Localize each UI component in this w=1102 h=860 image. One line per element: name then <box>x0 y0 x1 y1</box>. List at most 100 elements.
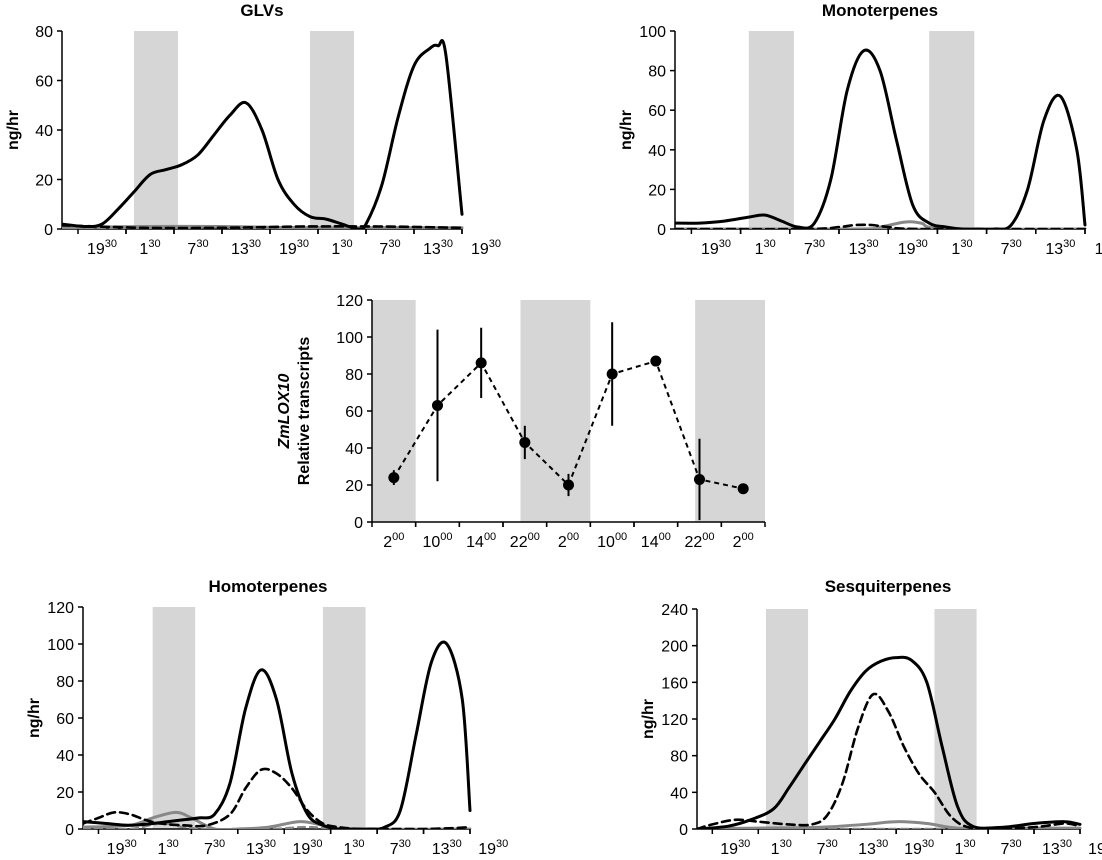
x-tick-minute: 30 <box>813 238 825 250</box>
x-tick-hour: 7 <box>390 841 399 858</box>
x-tick-label: 1930 <box>292 838 322 858</box>
x-tick-minute: 30 <box>399 838 411 850</box>
x-tick-label: 1930 <box>720 838 750 858</box>
x-tick-minute: 30 <box>148 238 160 250</box>
x-tick-hour: 2 <box>558 534 567 551</box>
x-tick-minute: 30 <box>1009 838 1021 850</box>
chart-title: GLVs <box>240 1 283 20</box>
x-tick-label: 1400 <box>641 531 671 551</box>
x-tick-minute: 30 <box>124 838 136 850</box>
y-tick-label: 20 <box>648 182 666 199</box>
x-tick-hour: 19 <box>720 841 738 858</box>
x-tick-minute: 30 <box>1060 838 1072 850</box>
x-tick-hour: 19 <box>701 241 719 258</box>
x-tick-minute: 00 <box>659 531 671 543</box>
x-tick-label: 1930 <box>1088 838 1102 858</box>
x-tick-minute: 30 <box>450 838 462 850</box>
x-tick-label: 1930 <box>107 838 137 858</box>
data-point <box>606 368 618 380</box>
y-tick-label: 80 <box>670 749 688 766</box>
x-tick-hour: 19 <box>898 241 916 258</box>
series-line-dashed-black <box>675 223 1087 229</box>
x-tick-label: 1930 <box>471 238 501 258</box>
x-tick-minute: 30 <box>213 838 225 850</box>
y-tick-label: 40 <box>35 123 53 140</box>
series-line-solid-black <box>675 48 1087 229</box>
y-tick-label: 40 <box>648 143 666 160</box>
x-tick-hour: 13 <box>849 241 867 258</box>
chart-title: Monoterpenes <box>822 1 938 20</box>
series-line-dashed-black <box>62 224 464 229</box>
x-tick-label: 730 <box>817 838 838 858</box>
x-tick-hour: 14 <box>466 534 484 551</box>
y-tick-label: 100 <box>336 330 363 347</box>
x-tick-minute: 00 <box>741 531 753 543</box>
chart-sesquiterpenes: Sesquiterpenesng/hr040801201602002401930… <box>640 577 1102 858</box>
x-tick-minute: 30 <box>388 238 400 250</box>
x-tick-label: 130 <box>331 238 352 258</box>
x-tick-minute: 30 <box>340 238 352 250</box>
x-tick-label: 130 <box>343 838 364 858</box>
x-tick-hour: 7 <box>804 241 813 258</box>
x-tick-minute: 30 <box>310 838 322 850</box>
x-tick-label: 1930 <box>898 238 928 258</box>
y-tick-label: 120 <box>47 600 74 617</box>
x-tick-minute: 30 <box>297 238 309 250</box>
y-tick-label: 60 <box>345 404 363 421</box>
series-line-dashed-black <box>83 767 472 829</box>
x-tick-hour: 22 <box>684 534 702 551</box>
y-tick-label: 80 <box>345 367 363 384</box>
x-tick-hour: 7 <box>379 241 388 258</box>
x-tick-label: 730 <box>379 238 400 258</box>
x-tick-label: 130 <box>755 238 776 258</box>
x-tick-hour: 2 <box>733 534 742 551</box>
y-tick-label: 0 <box>354 515 363 532</box>
x-tick-label: 2200 <box>684 531 714 551</box>
x-tick-minute: 30 <box>105 238 117 250</box>
data-point <box>519 436 531 448</box>
x-tick-minute: 30 <box>866 238 878 250</box>
y-tick-label: 240 <box>661 602 688 619</box>
series-line-solid-gray <box>83 810 472 829</box>
x-tick-hour: 19 <box>904 841 922 858</box>
x-tick-label: 730 <box>804 238 825 258</box>
x-tick-label: 1930 <box>87 238 117 258</box>
x-tick-minute: 00 <box>484 531 496 543</box>
x-tick-label: 1930 <box>701 238 731 258</box>
x-tick-minute: 00 <box>440 531 452 543</box>
y-tick-label: 80 <box>56 674 74 691</box>
x-tick-hour: 13 <box>1045 241 1063 258</box>
x-tick-label: 1400 <box>466 531 496 551</box>
x-tick-hour: 7 <box>204 841 213 858</box>
x-tick-hour: 19 <box>279 241 297 258</box>
x-tick-label: 130 <box>158 838 179 858</box>
x-tick-hour: 13 <box>423 241 441 258</box>
x-tick-label: 730 <box>1000 838 1021 858</box>
x-tick-hour: 13 <box>858 841 876 858</box>
series-line-solid-black <box>83 640 472 829</box>
x-tick-minute: 00 <box>567 531 579 543</box>
dark-period-band <box>134 31 178 229</box>
x-tick-label: 730 <box>187 238 208 258</box>
x-tick-minute: 00 <box>392 531 404 543</box>
x-tick-minute: 30 <box>876 838 888 850</box>
y-tick-label: 20 <box>56 785 74 802</box>
x-tick-hour: 1 <box>755 241 764 258</box>
x-tick-minute: 30 <box>960 238 972 250</box>
x-tick-label: 130 <box>139 238 160 258</box>
dark-period-band <box>695 300 765 522</box>
x-tick-hour: 7 <box>187 241 196 258</box>
x-tick-hour: 7 <box>1001 241 1010 258</box>
x-tick-label: 130 <box>951 238 972 258</box>
chart-zmlox10: ZmLOX10 Relative transcripts 0 20 40 60 80 100 1… <box>276 293 766 551</box>
x-tick-hour: 19 <box>107 841 125 858</box>
x-tick-label: 1330 <box>423 238 453 258</box>
dark-period-band <box>372 300 416 522</box>
x-tick-minute: 30 <box>496 838 508 850</box>
y-axis-label: ng/hr <box>640 699 657 739</box>
dark-period-band <box>322 607 366 829</box>
x-tick-minute: 30 <box>1063 238 1075 250</box>
